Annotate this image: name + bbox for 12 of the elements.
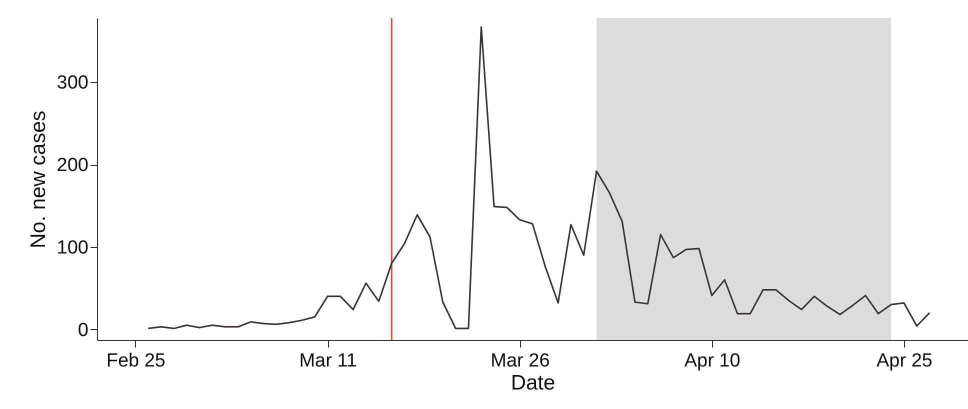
y-tick-label: 300 xyxy=(56,72,88,94)
y-tick-label: 0 xyxy=(78,320,88,341)
y-tick-label: 100 xyxy=(56,237,88,258)
y-axis-title: No. new cases xyxy=(26,110,50,248)
x-tick-label: Apr 25 xyxy=(876,350,932,372)
x-tick-label: Mar 26 xyxy=(490,350,550,372)
y-tick-label: 200 xyxy=(56,155,88,176)
x-tick-label: Mar 11 xyxy=(299,350,357,372)
x-tick-label: Apr 10 xyxy=(684,350,740,372)
x-tick-label: Feb 25 xyxy=(106,350,166,372)
line-series xyxy=(147,26,930,330)
x-axis-title: Date xyxy=(510,372,556,394)
